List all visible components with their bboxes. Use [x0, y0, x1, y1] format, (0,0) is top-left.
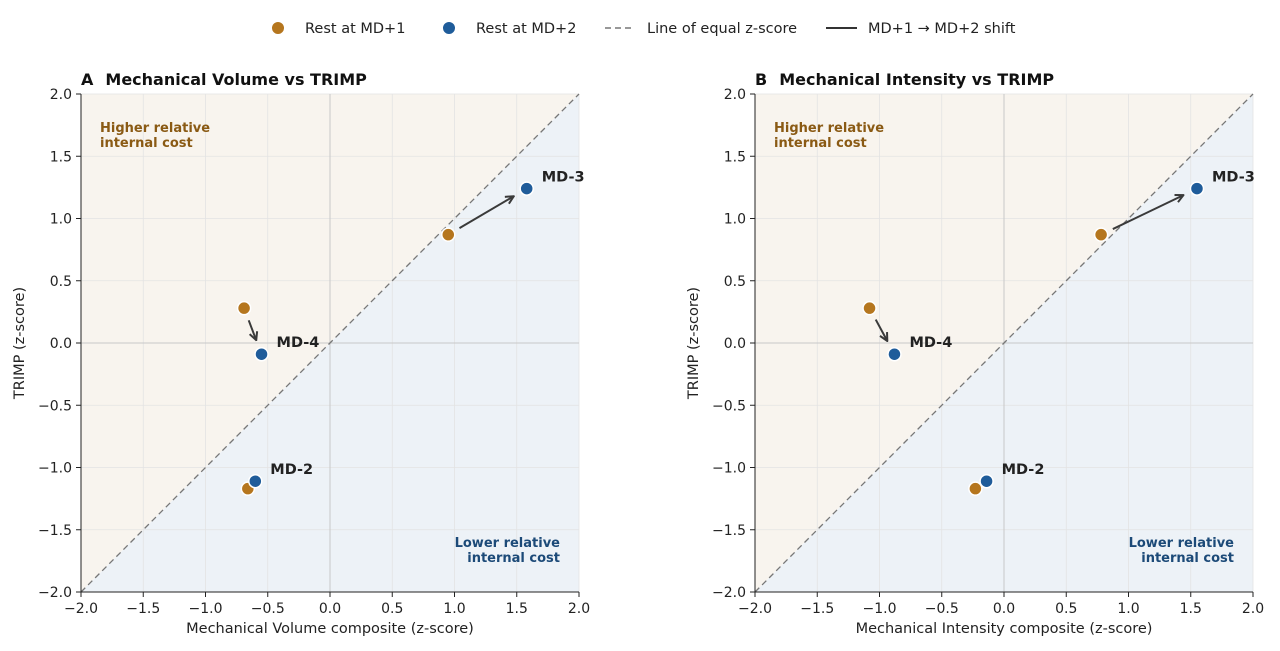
point-md2	[1189, 181, 1205, 196]
point-label: MD-2	[270, 462, 313, 478]
legend-label: Line of equal z-score	[647, 21, 797, 37]
legend-entry: Rest at MD+2	[442, 21, 576, 37]
x-tick-label: −0.5	[925, 601, 959, 617]
x-tick-label: 1.5	[506, 601, 528, 617]
x-tick-label: −0.5	[251, 601, 285, 617]
point-md1	[862, 300, 877, 316]
y-tick-label: −1.0	[38, 461, 72, 477]
x-axis-label: Mechanical Intensity composite (z-score)	[856, 621, 1153, 637]
panel-title-text: Mechanical Volume vs TRIMP	[105, 70, 367, 89]
legend-entry: Line of equal z-score	[605, 21, 797, 37]
shift-arrow	[1112, 195, 1184, 230]
x-tick-label: 1.0	[1117, 601, 1139, 617]
x-tick-label: 0.5	[381, 601, 403, 617]
panel-b: −2.0−2.0 −1.5 −1.5 −1.0 −1.0 −0.5 −0.5 0.0 0.0 0.…	[686, 70, 1264, 637]
panel-title: A Mechanical Volume vs TRIMP	[81, 70, 367, 89]
point-md2	[979, 473, 994, 489]
point-md1	[968, 481, 983, 496]
x-tick-label: 0.0	[319, 601, 341, 617]
y-tick-label: −0.5	[712, 398, 746, 414]
legend-entry: MD+1 → MD+2 shift	[826, 21, 1016, 37]
y-tick-label: 0.0	[724, 336, 746, 352]
lower-region-label: internal cost	[467, 551, 560, 566]
point-md1	[441, 227, 456, 242]
y-tick-label: 1.5	[724, 149, 746, 165]
y-tick-label: −1.5	[38, 523, 72, 539]
x-tick-label: 0.0	[993, 601, 1015, 617]
panel-a: −2.0−2.0 −1.5 −1.5 −1.0 −1.0 −0.5 −0.5 0.0 0.0 0.…	[12, 70, 590, 637]
x-tick-label: −2.0	[738, 601, 772, 617]
x-tick-label: 2.0	[1242, 601, 1264, 617]
equal-zscore-line	[754, 93, 1254, 593]
point-md2	[519, 181, 534, 196]
upper-region-label: Higher relative	[100, 121, 210, 136]
x-tick-label: 2.0	[568, 601, 590, 617]
y-tick-label: −1.5	[712, 523, 746, 539]
legend-entry: Rest at MD+1	[271, 21, 405, 37]
y-tick-label: −0.5	[38, 398, 72, 414]
y-tick-label: 2.0	[50, 87, 72, 103]
y-tick-label: −2.0	[712, 585, 746, 601]
legend-label: MD+1 → MD+2 shift	[868, 21, 1016, 37]
equal-zscore-line	[80, 93, 580, 593]
lower-region-label: internal cost	[1141, 551, 1234, 566]
point-md1	[236, 300, 252, 316]
y-tick-label: 1.5	[50, 149, 72, 165]
legend-label: Rest at MD+1	[305, 21, 405, 37]
y-tick-label: −2.0	[38, 585, 72, 601]
y-tick-label: 0.5	[50, 274, 72, 290]
panels: −2.0−2.0−1.5−1.5−1.0−1.0−0.5−0.50.00.00.…	[12, 70, 1264, 637]
panel-title: B Mechanical Intensity vs TRIMP	[755, 70, 1054, 89]
upper-region-label: internal cost	[774, 136, 867, 151]
shift-arrow	[874, 319, 888, 341]
x-tick-label: −1.0	[863, 601, 897, 617]
lower-region-label: Lower relative	[455, 536, 561, 551]
x-axis-label: Mechanical Volume composite (z-score)	[186, 621, 474, 637]
legend-marker-icon	[271, 21, 285, 35]
x-tick-label: 1.0	[443, 601, 465, 617]
lower-region-label: Lower relative	[1129, 536, 1235, 551]
y-tick-label: 0.0	[50, 336, 72, 352]
point-label: MD-3	[1212, 170, 1255, 186]
y-axis-label: TRIMP (z-score)	[12, 287, 28, 400]
legend: Rest at MD+1 Rest at MD+2 Line of equal z-…	[271, 21, 1016, 37]
y-tick-label: 2.0	[724, 87, 746, 103]
upper-region-label: internal cost	[100, 136, 193, 151]
point-label: MD-4	[277, 335, 320, 351]
y-tick-label: 1.0	[724, 212, 746, 228]
point-md2	[254, 346, 269, 362]
point-label: MD-4	[909, 335, 952, 351]
y-tick-label: 0.5	[724, 274, 746, 290]
legend-label: Rest at MD+2	[476, 21, 576, 37]
point-label: MD-2	[1002, 462, 1045, 478]
upper-region-label: Higher relative	[774, 121, 884, 136]
point-md2	[248, 473, 263, 489]
shift-arrow	[247, 319, 257, 340]
x-tick-label: −2.0	[64, 601, 98, 617]
y-axis-label: TRIMP (z-score)	[686, 287, 702, 400]
x-tick-label: 0.5	[1055, 601, 1077, 617]
point-md1	[1093, 227, 1109, 242]
panel-title-text: Mechanical Intensity vs TRIMP	[779, 70, 1054, 89]
x-tick-label: −1.0	[189, 601, 223, 617]
point-md2	[887, 346, 902, 362]
y-tick-label: −1.0	[712, 461, 746, 477]
x-tick-label: 1.5	[1180, 601, 1202, 617]
x-tick-label: −1.5	[126, 601, 160, 617]
shift-arrow	[458, 196, 513, 229]
y-tick-label: 1.0	[50, 212, 72, 228]
point-label: MD-3	[542, 170, 585, 186]
panel-letter: A	[81, 70, 94, 89]
x-tick-label: −1.5	[800, 601, 834, 617]
panel-letter: B	[755, 70, 767, 89]
legend-marker-icon	[442, 21, 456, 35]
